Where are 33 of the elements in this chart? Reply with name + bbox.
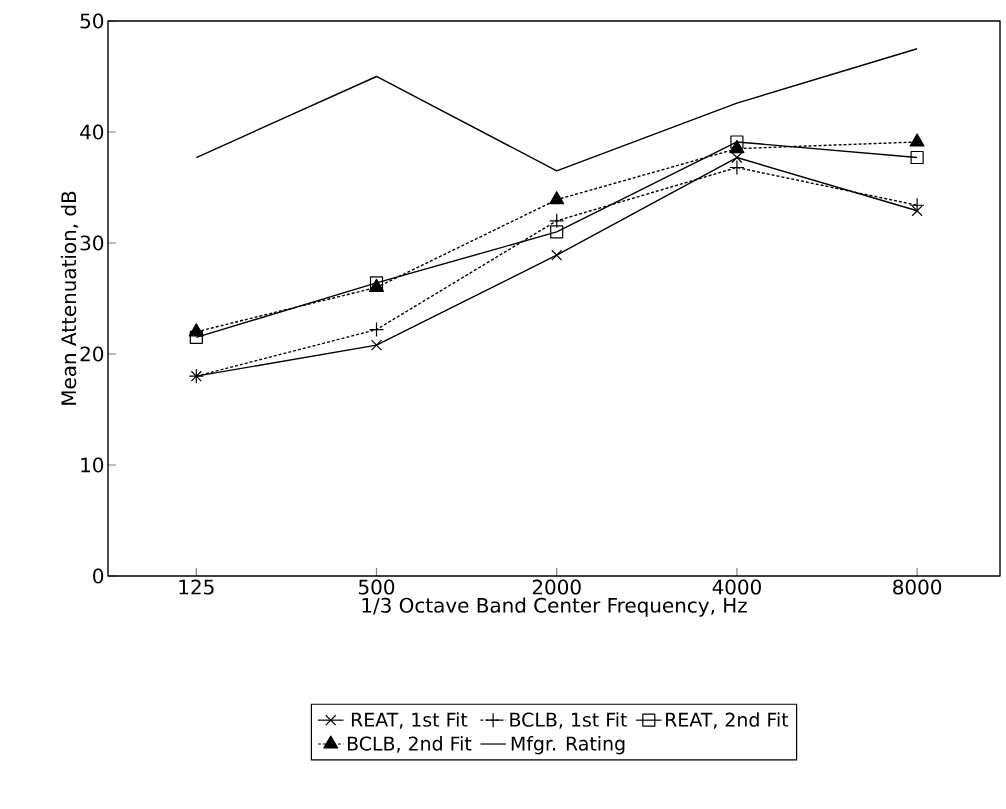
point: [551, 249, 563, 261]
legend-label: REAT, 1st Fit: [351, 712, 468, 729]
point: [549, 191, 565, 205]
x-tick-label: 2000: [532, 579, 581, 595]
point: [909, 133, 925, 147]
point: [189, 330, 203, 344]
point: [729, 159, 745, 176]
y-tick-label: 10: [81, 457, 104, 473]
point: [910, 150, 924, 165]
legend-label: REAT, 2nd Fit: [666, 712, 789, 729]
point: [729, 140, 745, 154]
y-tick-label: 30: [80, 235, 104, 251]
point: [368, 321, 385, 338]
point: [730, 135, 744, 149]
y-tick-label: 40: [80, 124, 104, 140]
line-series: [195, 48, 918, 172]
point: [370, 339, 383, 351]
y-tick-label: 0: [93, 568, 104, 584]
y-tick-label: 20: [80, 346, 104, 362]
legend-label: Mfgr. Rating: [511, 736, 625, 755]
point: [188, 323, 204, 337]
x-tick-label: 125: [179, 579, 214, 595]
legend-label: BCLB, 2nd Fit: [347, 736, 472, 753]
x-tick-label: 4000: [712, 579, 761, 595]
legend-label: BCLB, 1st Fit: [510, 712, 628, 729]
y-tick-label: 50: [80, 13, 104, 29]
y-axis-title: Mean Attenuation, dB: [60, 191, 79, 405]
x-tick-label: 500: [359, 579, 395, 595]
point: [550, 225, 564, 239]
point: [911, 205, 923, 217]
point: [549, 213, 565, 229]
x-tick-label: 8000: [893, 579, 942, 595]
x-axis-title: 1/3 Octave Band Center Frequency, Hz: [362, 597, 747, 617]
